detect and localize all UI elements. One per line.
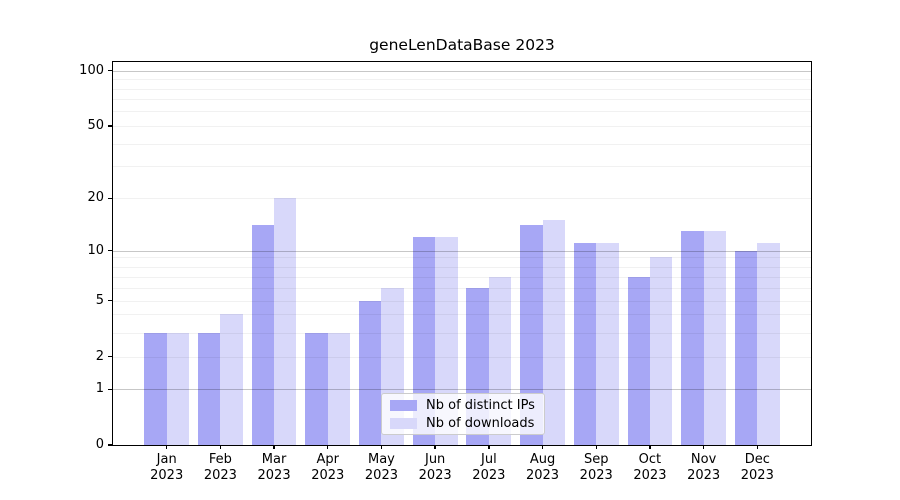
xtick-mark-sep <box>595 445 597 449</box>
bar-oct-downloads <box>649 257 673 445</box>
ytick-mark-20 <box>108 197 113 199</box>
xtick-label-jul: Jul 2023 <box>472 452 506 483</box>
gridline-30 <box>113 166 811 168</box>
ytick-label-5: 5 <box>95 292 104 308</box>
ytick-label-2: 2 <box>95 348 104 364</box>
xtick-label-aug: Aug 2023 <box>525 452 560 483</box>
xtick-mark-dec <box>756 445 758 449</box>
gridline-100 <box>113 70 811 72</box>
bar-feb-downloads <box>220 314 243 445</box>
bar-nov-downloads <box>703 230 726 445</box>
ytick-label-20: 20 <box>87 190 104 206</box>
legend-item-distinct-ips: Nb of distinct IPs <box>390 398 536 413</box>
legend-item-downloads: Nb of downloads <box>390 416 536 431</box>
xtick-label-sep: Sep 2023 <box>579 452 613 483</box>
bar-aug-distinct-ips <box>520 225 543 445</box>
bar-apr-distinct-ips <box>305 333 328 445</box>
xtick-mark-oct <box>649 445 651 449</box>
gridline-2 <box>113 356 811 358</box>
bar-apr-downloads <box>327 333 351 445</box>
xtick-mark-mar <box>273 445 275 449</box>
ytick-mark-5 <box>108 299 113 302</box>
plot-area <box>113 62 811 445</box>
gridline-6 <box>113 288 811 290</box>
xtick-mark-apr <box>327 445 329 449</box>
ytick-mark-100 <box>108 70 113 72</box>
gridline-10 <box>113 250 811 252</box>
xtick-label-nov: Nov 2023 <box>687 452 721 483</box>
xtick-mark-aug <box>541 445 544 449</box>
bar-may-distinct-ips <box>359 300 382 445</box>
bar-dec-distinct-ips <box>734 250 758 445</box>
xtick-mark-feb <box>219 445 222 449</box>
bar-nov-distinct-ips <box>681 230 704 445</box>
ytick-label-1: 1 <box>95 381 104 397</box>
ytick-mark-2 <box>108 356 113 358</box>
ytick-mark-0 <box>108 444 113 446</box>
gridline-90 <box>113 79 811 81</box>
chart-title: geneLenDataBase 2023 <box>369 36 555 54</box>
gridline-1 <box>113 389 811 391</box>
xtick-label-oct: Oct 2023 <box>633 452 667 483</box>
xtick-mark-nov <box>702 445 705 449</box>
gridline-40 <box>113 143 811 145</box>
gridline-5 <box>113 300 811 302</box>
xtick-mark-jun <box>434 445 436 449</box>
gridline-80 <box>113 88 811 90</box>
ytick-label-10: 10 <box>87 242 104 258</box>
ytick-mark-50 <box>108 125 113 127</box>
xtick-mark-jan <box>165 445 168 449</box>
bar-sep-downloads <box>596 243 619 445</box>
xtick-label-feb: Feb 2023 <box>203 452 237 483</box>
ytick-label-100: 100 <box>79 62 104 78</box>
bar-sep-distinct-ips <box>573 243 597 445</box>
ytick-label-50: 50 <box>87 118 104 133</box>
xtick-mark-may <box>380 445 383 449</box>
xtick-label-jan: Jan 2023 <box>150 452 184 483</box>
gridline-9 <box>113 257 811 259</box>
ytick-mark-1 <box>108 388 113 390</box>
legend-label-downloads: Nb of downloads <box>426 415 535 431</box>
legend-swatch-downloads <box>390 417 417 429</box>
gridline-4 <box>113 314 811 315</box>
ytick-label-0: 0 <box>95 437 104 452</box>
ytick-mark-10 <box>108 249 113 252</box>
bar-mar-distinct-ips <box>251 225 275 445</box>
gridline-3 <box>113 333 811 335</box>
bar-dec-downloads <box>757 243 780 445</box>
bar-jan-distinct-ips <box>144 333 167 445</box>
bar-jun-downloads <box>435 236 458 445</box>
bar-aug-downloads <box>542 219 565 445</box>
gridline-60 <box>113 111 811 113</box>
xtick-label-dec: Dec 2023 <box>740 452 774 483</box>
legend-label-distinct-ips: Nb of distinct IPs <box>426 397 535 413</box>
xtick-label-jun: Jun 2023 <box>418 452 452 483</box>
xtick-mark-jul <box>488 445 490 449</box>
legend-swatch-distinct-ips <box>390 399 417 411</box>
legend: Nb of distinct IPs Nb of downloads <box>381 393 545 435</box>
bar-feb-distinct-ips <box>197 333 221 445</box>
bar-mar-downloads <box>274 198 297 445</box>
xtick-label-mar: Mar 2023 <box>257 452 291 483</box>
gridline-20 <box>113 198 811 200</box>
xtick-label-apr: Apr 2023 <box>311 452 345 483</box>
gridline-50 <box>113 126 811 127</box>
gridline-8 <box>113 267 811 269</box>
bar-oct-distinct-ips <box>627 277 650 445</box>
bar-jun-distinct-ips <box>412 236 436 445</box>
bar-jan-downloads <box>166 333 190 445</box>
xtick-label-may: May 2023 <box>364 452 398 483</box>
gridline-7 <box>113 277 811 279</box>
gridline-70 <box>113 99 811 101</box>
